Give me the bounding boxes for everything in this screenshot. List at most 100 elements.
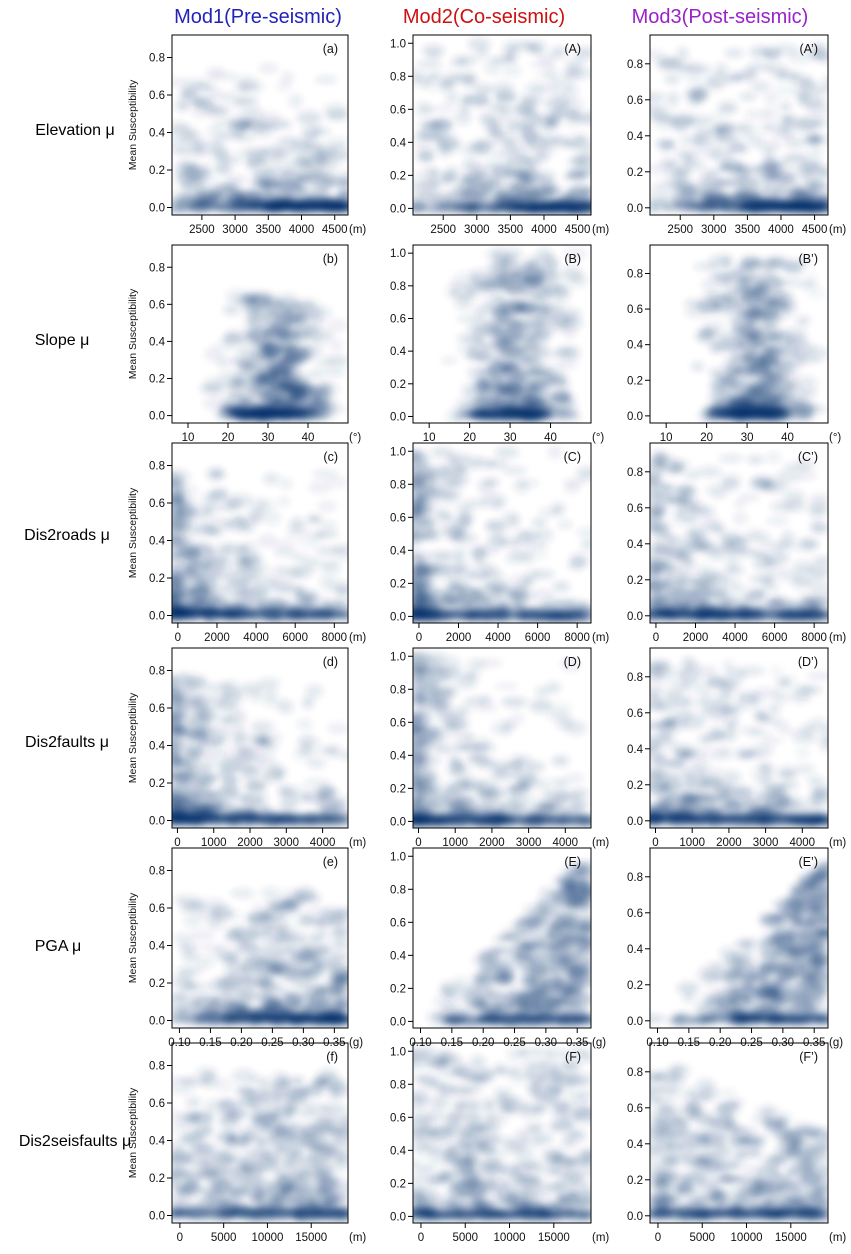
density-point (309, 530, 326, 541)
density-cloud-mod1-slope (200, 288, 348, 423)
density-point (690, 539, 703, 552)
density-point (795, 315, 811, 327)
density-point (564, 247, 587, 262)
density-point (757, 277, 784, 290)
density-point (238, 683, 264, 695)
density-point (432, 132, 455, 141)
y-axis-title: Mean Susceptibility (127, 288, 139, 379)
density-point (296, 719, 313, 730)
density-point (254, 575, 281, 591)
density-point (262, 386, 281, 396)
density-point (678, 551, 691, 564)
density-point (650, 472, 663, 483)
density-point (473, 95, 491, 109)
row-label-dis2seisfaults: Dis2seisfaults μ (19, 1133, 131, 1150)
density-point (233, 380, 253, 388)
x-tick-label: 6000 (762, 632, 788, 644)
density-point (576, 466, 591, 481)
density-point (748, 477, 773, 490)
density-point (799, 178, 820, 188)
x-tick-label: 3500 (735, 224, 761, 236)
density-point (272, 323, 297, 331)
density-point (650, 92, 666, 102)
density-point (198, 763, 212, 773)
density-point (335, 587, 348, 597)
density-point (198, 703, 215, 712)
density-point (413, 513, 422, 521)
density-point (747, 62, 773, 72)
density-point (711, 295, 737, 310)
x-unit-label: (m) (592, 224, 609, 236)
density-point (474, 138, 498, 150)
density-point (323, 162, 338, 170)
density-point (539, 507, 556, 518)
density-point (523, 171, 543, 186)
density-point (570, 553, 589, 567)
density-point (650, 198, 667, 209)
density-point (298, 733, 316, 748)
y-tick-label: 1.0 (390, 38, 406, 50)
density-point (570, 137, 591, 152)
x-tick-label: 8000 (564, 632, 590, 644)
density-point (773, 43, 798, 55)
density-point (676, 47, 689, 59)
density-point (725, 325, 741, 334)
density-point (821, 76, 828, 89)
density-point (221, 680, 239, 689)
density-point (263, 511, 282, 525)
density-point (791, 184, 805, 194)
density-point (758, 199, 775, 207)
density-point (808, 507, 828, 517)
density-point (564, 346, 581, 361)
density-point (567, 156, 583, 170)
panel-label: (B) (564, 252, 581, 266)
panel-label: (c) (323, 450, 338, 464)
density-point (231, 734, 250, 743)
density-point (781, 498, 805, 513)
density-point (456, 464, 474, 474)
y-tick-label: 0.6 (390, 104, 406, 116)
density-point (473, 327, 488, 341)
density-cloud-mod1-elevation (172, 62, 348, 215)
density-point (729, 585, 748, 593)
density-point (308, 370, 325, 379)
density-point (185, 78, 208, 89)
density-point (745, 293, 764, 308)
density-point (281, 784, 308, 796)
density-point (485, 612, 504, 620)
density-point (292, 553, 308, 563)
density-point (413, 131, 433, 145)
panel-mod2-dis2roads: 0.00.20.40.60.81.00 2000 4000 6000 8000 (m)(C… (390, 442, 609, 644)
density-point (295, 171, 320, 182)
density-point (232, 721, 245, 736)
row-label-dis2roads: Dis2roads μ (24, 527, 110, 544)
density-point (278, 408, 294, 421)
density-point (302, 696, 314, 709)
density-point (298, 142, 324, 151)
density-point (248, 774, 269, 789)
density-point (565, 98, 586, 109)
density-point (317, 169, 339, 183)
density-point (183, 126, 199, 138)
density-point (761, 140, 784, 151)
density-point (550, 136, 570, 148)
density-cloud-mod2-elevation (413, 37, 591, 215)
x-tick-label: 4000 (485, 632, 511, 644)
x-tick-label: 4500 (322, 224, 348, 236)
density-point (334, 548, 348, 560)
density-point (701, 277, 720, 292)
x-tick-label: 3000 (464, 224, 490, 236)
density-point (651, 450, 666, 464)
density-point (707, 196, 730, 211)
density-point (703, 319, 724, 333)
density-point (692, 88, 709, 103)
density-point (749, 573, 775, 585)
density-point (473, 409, 497, 419)
density-point (766, 596, 781, 610)
density-point (237, 117, 261, 129)
density-point (537, 317, 551, 328)
density-point (711, 612, 729, 621)
y-tick-label: 0.6 (627, 304, 643, 316)
density-point (717, 530, 742, 538)
